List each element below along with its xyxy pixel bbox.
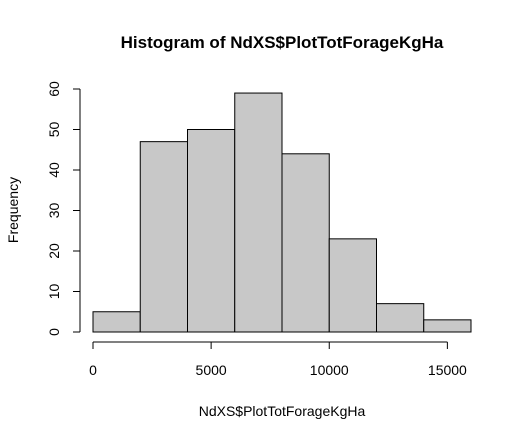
y-tick-label: 10 — [46, 284, 62, 300]
y-tick-label: 50 — [46, 122, 62, 138]
y-tick-label: 40 — [46, 162, 62, 178]
histogram-bar — [376, 303, 425, 333]
histogram-bar — [281, 153, 330, 333]
y-axis: 0 10 20 30 40 50 60 — [46, 81, 81, 336]
y-tick-label: 60 — [46, 81, 62, 97]
histogram-bar — [328, 238, 377, 333]
x-tick-label: 15000 — [428, 362, 467, 378]
y-tick-label: 30 — [46, 203, 62, 219]
histogram-bar — [92, 311, 141, 333]
x-axis-label: NdXS$PlotTotForageKgHa — [199, 403, 366, 419]
y-tick-label: 0 — [46, 328, 62, 336]
y-tick-label: 20 — [46, 243, 62, 259]
x-tick-label: 0 — [89, 362, 97, 378]
bars-group — [92, 92, 472, 333]
x-axis: 0 5000 10000 15000 — [89, 341, 467, 378]
histogram-bar — [139, 141, 188, 333]
chart-title: Histogram of NdXS$PlotTotForageKgHa — [121, 33, 444, 52]
histogram-bar — [234, 92, 283, 333]
x-tick-label: 5000 — [196, 362, 227, 378]
histogram-bar — [423, 319, 472, 333]
y-axis-label: Frequency — [5, 177, 21, 243]
x-tick-label: 10000 — [310, 362, 349, 378]
histogram-bar — [187, 129, 236, 333]
